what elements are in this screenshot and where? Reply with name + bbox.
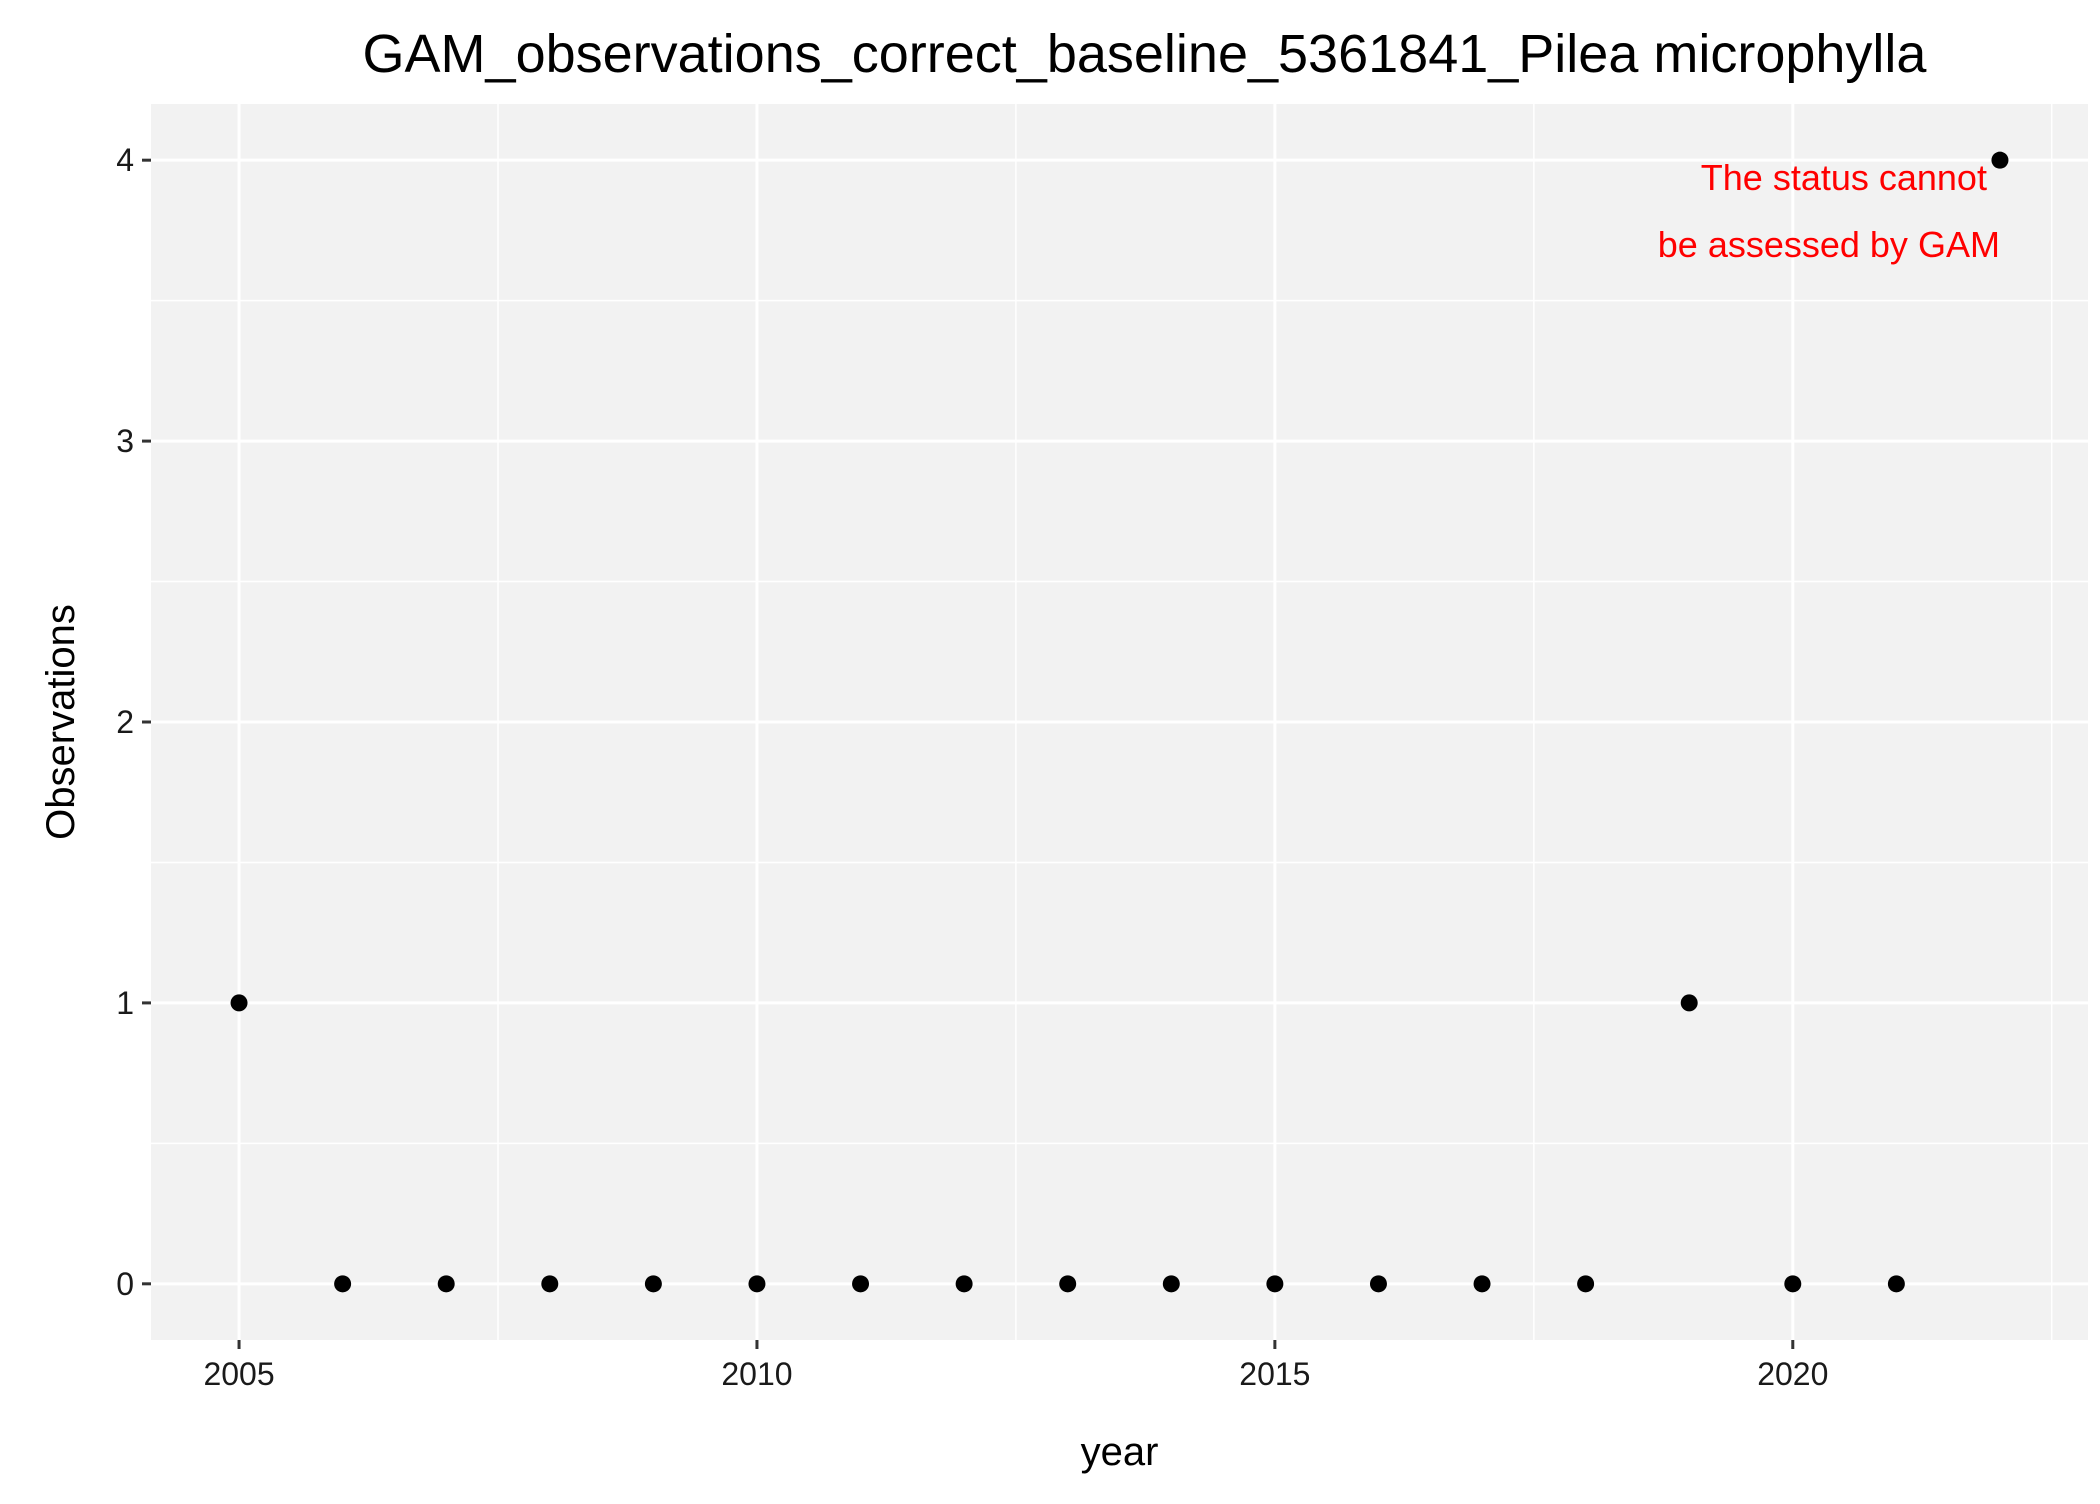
data-point [1680, 994, 1698, 1012]
y-tick-label: 4 [116, 142, 134, 178]
y-axis-title: Observations [39, 604, 83, 840]
data-point [541, 1275, 559, 1293]
data-point [1887, 1275, 1905, 1293]
data-points [230, 151, 2009, 1293]
data-point [1266, 1275, 1284, 1293]
data-point [644, 1275, 662, 1293]
data-point [1059, 1275, 1077, 1293]
data-point [1784, 1275, 1802, 1293]
x-tick-label: 2020 [1757, 1356, 1828, 1392]
annotation-line-1: The status cannot [1701, 157, 1987, 198]
y-tick-label: 0 [116, 1266, 134, 1302]
y-axis: 0 1 2 3 4 [116, 142, 151, 1302]
annotation-line-2: be assessed by GAM [1658, 224, 2000, 265]
x-tick-label: 2010 [721, 1356, 792, 1392]
chart-title: GAM_observations_correct_baseline_536184… [363, 24, 1928, 84]
y-tick-label: 3 [116, 423, 134, 459]
data-point [1162, 1275, 1180, 1293]
x-axis-title: year [1081, 1430, 1159, 1474]
data-point [955, 1275, 973, 1293]
data-point [437, 1275, 455, 1293]
annotation: The status cannot be assessed by GAM [1658, 157, 2000, 265]
y-tick-label: 1 [116, 985, 134, 1021]
x-tick-label: 2015 [1239, 1356, 1310, 1392]
data-point [230, 994, 248, 1012]
x-tick-label: 2005 [203, 1356, 274, 1392]
y-tick-label: 2 [116, 704, 134, 740]
data-point [748, 1275, 766, 1293]
major-gridlines [151, 104, 2088, 1340]
x-axis: 2005 2010 2015 2020 [203, 1340, 1828, 1392]
data-point [1991, 151, 2009, 169]
data-point [1473, 1275, 1491, 1293]
data-point [852, 1275, 870, 1293]
data-point [334, 1275, 352, 1293]
data-point [1369, 1275, 1387, 1293]
data-point [1577, 1275, 1595, 1293]
